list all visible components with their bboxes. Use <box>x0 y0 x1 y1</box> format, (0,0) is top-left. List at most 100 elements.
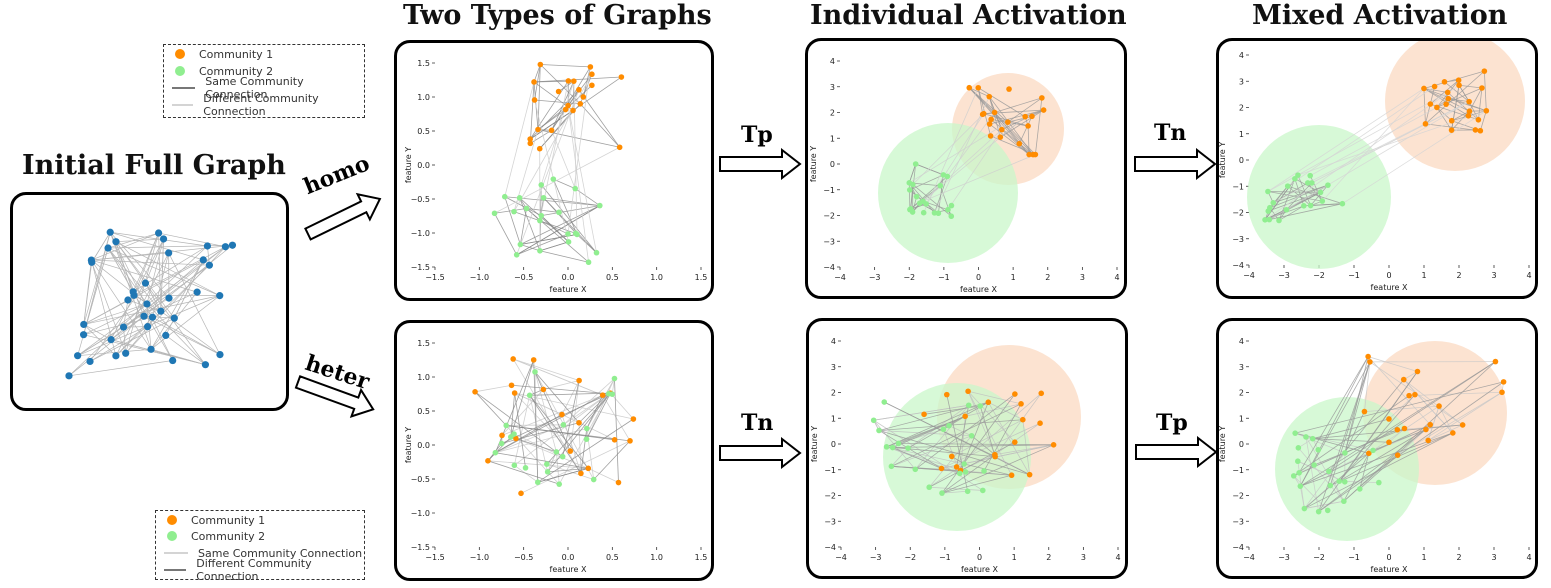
y-tick-label: 3 <box>831 363 836 372</box>
graph-node <box>1050 442 1057 448</box>
x-tick-label: −1 <box>939 553 951 562</box>
y-tick-label: −0.5 <box>411 195 430 204</box>
graph-node <box>511 431 517 437</box>
graph-node <box>1386 439 1392 446</box>
graph-edge <box>1430 79 1459 105</box>
graph-node <box>157 307 165 315</box>
graph-edge <box>910 176 948 210</box>
x-tick-label: −3 <box>1278 271 1290 280</box>
graph-node <box>565 78 572 84</box>
graph-edge <box>83 260 92 325</box>
y-tick-label: 4 <box>831 337 836 346</box>
graph-node <box>1448 117 1455 124</box>
graph-node <box>1475 116 1482 123</box>
graph-edge <box>1273 184 1329 204</box>
graph-edge <box>501 389 544 436</box>
graph-edge <box>487 460 560 485</box>
y-tick-label: −1.5 <box>411 263 430 272</box>
graph-edge <box>558 80 575 92</box>
graph-edge <box>1425 123 1481 132</box>
y-tick-label: −3 <box>824 517 836 526</box>
graph-edge <box>506 424 564 426</box>
y-tick-label: −0.5 <box>411 475 430 484</box>
y-tick-label: 0.5 <box>417 127 430 136</box>
graph-edge <box>541 205 600 217</box>
graph-node <box>986 93 993 100</box>
graph-node <box>1455 77 1462 83</box>
graph-edge <box>1269 192 1321 220</box>
graph-edge <box>1298 356 1369 474</box>
legend-bottom: Community 1 Community 2 Same Community C… <box>155 510 365 583</box>
graph-edge <box>1322 88 1425 202</box>
graph-edge <box>514 392 571 452</box>
graph-node <box>966 84 973 91</box>
graph-node <box>1297 483 1304 489</box>
legend-bottom-community1: Community 1 <box>164 512 265 528</box>
graph-node <box>964 488 971 495</box>
x-tick-label: 4 <box>1526 271 1531 280</box>
row2-right-arrow-icon <box>1135 436 1218 468</box>
graph-node <box>961 461 967 467</box>
graph-node <box>193 288 201 296</box>
graph-edge <box>1423 88 1448 93</box>
graph-node <box>1394 452 1401 458</box>
graph-edge <box>529 395 582 474</box>
graph-edge <box>1483 71 1487 111</box>
graph-node <box>1394 426 1401 433</box>
graph-edge <box>967 390 1016 443</box>
graph-edge <box>898 443 1054 446</box>
graph-node <box>1367 359 1373 365</box>
graph-edge <box>610 392 634 420</box>
graph-edge <box>83 303 148 325</box>
x-tick-label: −4 <box>834 273 846 282</box>
y-tick-label: 1 <box>831 414 836 423</box>
x-tick-label: −2 <box>903 273 915 282</box>
graph-node <box>1262 216 1268 223</box>
graph-node <box>577 101 584 107</box>
graph-edge <box>77 334 84 356</box>
graph-node <box>923 201 929 207</box>
graph-edge <box>1339 429 1427 482</box>
heter-graph-plot: −1.5 −1.0 −0.5 0.0 0.5 1.0 1.5 1.5 1.0 0.5 0.0 −0.5… <box>404 339 707 574</box>
heter-graph-panel: −1.5 −1.0 −0.5 0.0 0.5 1.0 1.5 1.5 1.0 0.5 0.0 −0.5… <box>394 320 714 581</box>
x-axis-label: feature X <box>550 565 587 574</box>
homo-graph-plot: −1.5 −1.0 −0.5 0.0 0.5 1.0 1.5 1.5 1.0 0.5 0.0 −0.5… <box>404 59 707 294</box>
graph-node <box>540 194 547 201</box>
graph-node <box>1472 127 1479 133</box>
activation-circle <box>1275 397 1419 541</box>
graph-edge <box>547 467 589 473</box>
x-tick-label: −2 <box>1313 271 1325 280</box>
graph-edge <box>908 182 935 214</box>
graph-node <box>144 323 152 331</box>
graph-node <box>889 444 896 451</box>
y-tick-label: −2 <box>1232 492 1244 501</box>
x-tick-label: 0 <box>1386 271 1391 280</box>
x-tick-label: 3 <box>1491 553 1496 562</box>
graph-node <box>548 127 555 134</box>
graph-edge <box>892 447 942 469</box>
graph-node <box>1039 95 1045 101</box>
graph-edge <box>510 359 535 438</box>
graph-node <box>965 402 972 409</box>
graph-edge <box>110 238 164 340</box>
legend-top-community2: Community 2 <box>172 63 273 79</box>
graph-edge <box>941 444 1054 494</box>
graph-node <box>948 202 955 209</box>
graph-edge <box>1328 361 1496 472</box>
graph-node <box>1327 482 1334 489</box>
graph-edge <box>561 380 580 415</box>
graph-edge <box>1034 97 1043 155</box>
graph-node <box>560 422 567 428</box>
graph-edge <box>1479 110 1487 131</box>
graph-node <box>556 481 563 487</box>
graph-edge <box>515 438 589 469</box>
y-tick-label: 3 <box>1239 77 1244 86</box>
graph-edge <box>941 490 968 494</box>
graph-edge <box>941 454 996 494</box>
x-tick-label: 0 <box>977 553 982 562</box>
graph-node <box>576 86 582 93</box>
graph-node <box>169 356 177 365</box>
graph-edge <box>513 395 531 466</box>
graph-edge <box>1027 125 1030 155</box>
graph-node <box>583 425 590 432</box>
